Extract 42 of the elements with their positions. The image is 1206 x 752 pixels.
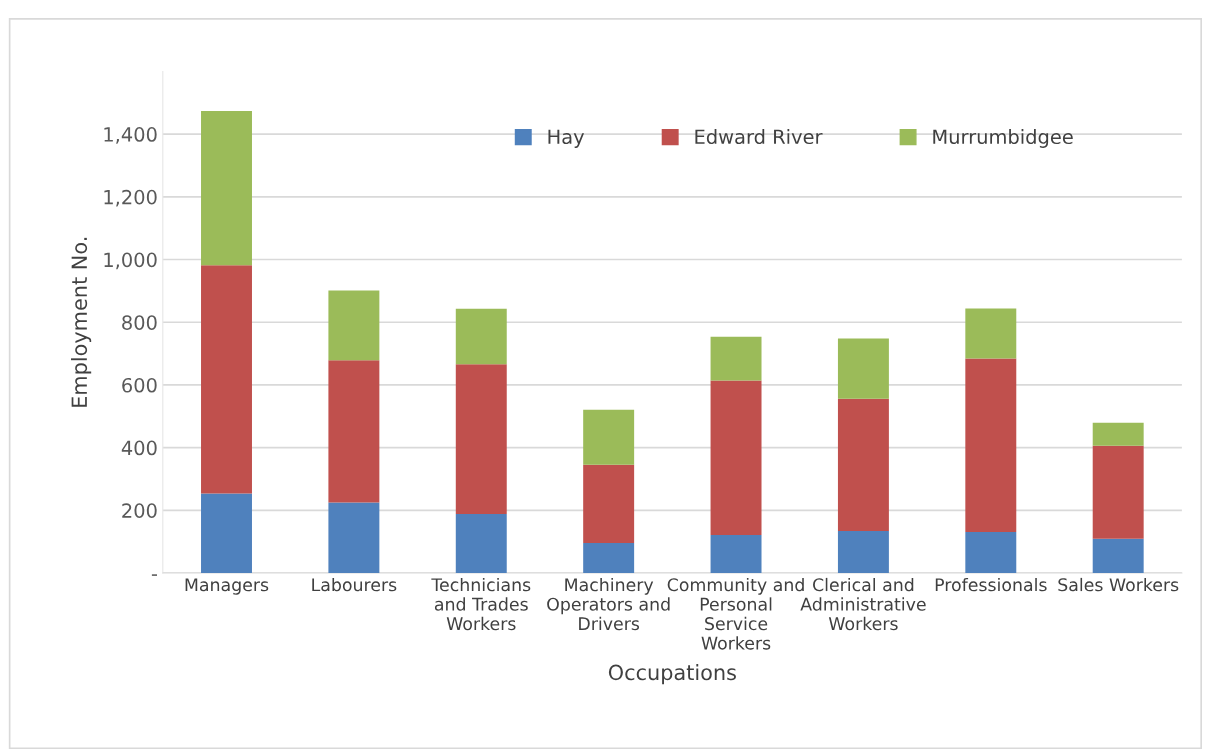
bar: [710, 535, 762, 574]
y-tick-label: 1,400: [104, 127, 157, 144]
bar: [1092, 445, 1144, 539]
x-tick-label: Technicians and Trades Workers: [431, 577, 531, 631]
bar: [328, 502, 380, 574]
bar: [1092, 538, 1144, 574]
x-tick-label: Sales Workers: [1058, 577, 1179, 592]
bar: [965, 308, 1017, 359]
bar: [455, 308, 507, 365]
y-tick-label: 400: [121, 440, 157, 456]
bar: [201, 265, 252, 494]
bar: [1092, 422, 1144, 446]
y-tick-label: 1,000: [104, 252, 157, 270]
bar: [328, 360, 380, 503]
bar: [965, 531, 1017, 574]
bar: [710, 380, 762, 536]
y-tick-label: 1,200: [104, 189, 157, 207]
bar: [837, 398, 889, 532]
y-tick-label: 800: [122, 315, 157, 330]
legend-label: Hay: [548, 129, 585, 148]
bar: [201, 110, 252, 266]
x-tick-label: Managers: [185, 578, 269, 595]
bar: [583, 542, 635, 574]
bar: [583, 409, 635, 465]
bar: [201, 493, 252, 574]
legend-label: Edward River: [695, 129, 823, 145]
x-tick-label: Labourers: [312, 577, 397, 592]
bar: [837, 338, 889, 399]
y-tick-label: 600: [122, 377, 157, 393]
bar: [710, 336, 762, 381]
x-axis-title: Occupations: [608, 664, 736, 685]
bar: [583, 464, 635, 543]
bar: [455, 364, 507, 515]
bar: [455, 514, 507, 574]
y-tick-label: -: [151, 574, 157, 576]
x-tick-label: Professionals: [935, 577, 1047, 592]
bar: [965, 358, 1017, 532]
bar: [328, 290, 380, 361]
bar: [837, 531, 889, 574]
y-axis-title: Employment No.: [71, 237, 92, 407]
y-tick-label: 200: [122, 503, 157, 518]
legend-label: Murrumbidgee: [933, 129, 1073, 148]
